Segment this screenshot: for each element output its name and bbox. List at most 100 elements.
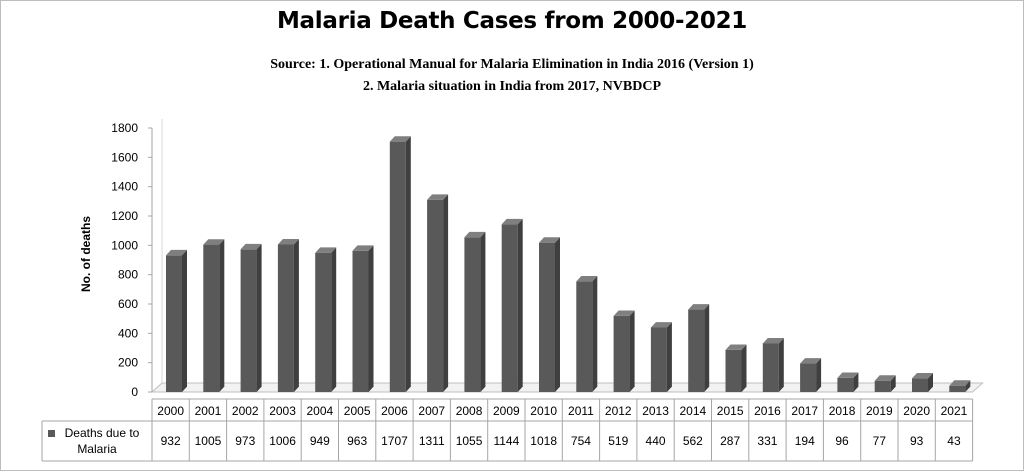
source-line-2: 2. Malaria situation in India from 2017,… (362, 79, 662, 94)
bar-side (517, 218, 523, 392)
x-tick-label: 2012 (605, 404, 632, 418)
bar-front (240, 249, 257, 392)
x-tick-label: 2007 (418, 404, 445, 418)
data-table-value: 93 (910, 434, 924, 448)
data-table-value: 973 (235, 434, 255, 448)
series-name-line2: Malaria (77, 442, 117, 456)
x-tick-label: 2009 (493, 404, 520, 418)
x-tick-label: 2001 (195, 404, 222, 418)
data-table-value: 562 (683, 434, 703, 448)
bar-side (741, 344, 747, 392)
bar-side (293, 239, 299, 392)
y-tick-label: 600 (118, 297, 138, 311)
bar-front (762, 343, 779, 392)
legend-key (48, 430, 55, 437)
data-table-value: 932 (161, 434, 181, 448)
bar-side (778, 338, 784, 392)
y-tick-label: 1400 (111, 180, 138, 194)
data-table-value: 949 (310, 434, 330, 448)
bar-side (368, 245, 374, 392)
bar-top (203, 239, 225, 245)
bar-top (762, 338, 784, 344)
y-tick-label: 200 (118, 356, 138, 370)
bar-front (166, 255, 182, 392)
bar-side (816, 358, 822, 392)
data-table-value: 1055 (456, 434, 483, 448)
bar-top (912, 372, 933, 379)
data-table-value: 287 (720, 434, 740, 448)
data-table-value: 77 (873, 434, 887, 448)
data-table-value: 440 (646, 434, 666, 448)
data-table-value: 194 (795, 434, 815, 448)
bar-front (352, 250, 369, 392)
bar-front (613, 315, 630, 392)
bar-side (629, 310, 635, 392)
bar-front (800, 363, 817, 392)
bar-top (837, 372, 859, 378)
bar-top (650, 322, 672, 328)
bar-top (240, 243, 262, 250)
bar-top (874, 375, 896, 381)
data-table-value: 331 (757, 434, 777, 448)
bar-top (464, 231, 486, 238)
bar-top (315, 247, 337, 253)
x-tick-label: 2003 (269, 404, 296, 418)
bar-side (928, 372, 933, 392)
bar-side (405, 136, 411, 392)
data-table-value: 1311 (419, 434, 445, 448)
bar-top (725, 344, 747, 350)
data-table-value: 1006 (269, 434, 296, 448)
bar-side (256, 243, 262, 392)
x-tick-label: 2002 (232, 404, 259, 418)
bar-top (389, 136, 411, 142)
x-tick-label: 2005 (344, 404, 371, 418)
x-tick-label: 2018 (829, 404, 856, 418)
bar-side (182, 249, 187, 392)
bar-front (688, 309, 705, 392)
y-tick-label: 1800 (111, 121, 138, 135)
data-table-value: 96 (835, 434, 849, 448)
data-table-value: 963 (347, 434, 367, 448)
bar-side (965, 380, 971, 392)
x-tick-label: 2014 (679, 404, 706, 418)
bar-top (277, 239, 299, 245)
x-tick-label: 2013 (642, 404, 669, 418)
bar-front (837, 377, 854, 392)
bar-side (331, 247, 337, 392)
bar-side (592, 276, 598, 392)
bar-top (613, 310, 635, 316)
bar-front (501, 224, 518, 392)
x-tick-label: 2011 (568, 404, 594, 418)
x-tick-label: 2000 (157, 404, 184, 418)
bar-front (874, 380, 891, 392)
bar-side (219, 239, 225, 392)
bar-top (539, 237, 560, 243)
x-tick-label: 2015 (717, 404, 744, 418)
y-tick-label: 800 (118, 268, 138, 282)
x-tick-label: 2021 (941, 404, 968, 418)
bar-top (800, 358, 822, 364)
bar-front (912, 378, 928, 392)
x-tick-label: 2006 (381, 404, 408, 418)
chart-title: Malaria Death Cases from 2000-2021 (276, 8, 748, 34)
data-table-value: 519 (608, 434, 628, 448)
bar-top (949, 380, 971, 386)
data-table-value: 43 (947, 434, 961, 448)
y-tick-label: 1600 (111, 150, 138, 164)
bar-top (576, 276, 598, 282)
bar-front (576, 281, 593, 392)
bar-side (443, 194, 449, 392)
bar-side (480, 231, 486, 392)
y-tick-label: 400 (118, 326, 138, 340)
bar-top (427, 194, 449, 200)
y-tick-label: 0 (131, 385, 138, 399)
bar-front (389, 141, 406, 392)
data-table-value: 1005 (195, 434, 222, 448)
bar-top (166, 249, 187, 256)
bar-top (352, 245, 374, 251)
bar-front (725, 349, 742, 392)
y-tick-label: 1000 (111, 238, 138, 252)
bar-front (203, 244, 220, 392)
bar-side (555, 237, 560, 392)
